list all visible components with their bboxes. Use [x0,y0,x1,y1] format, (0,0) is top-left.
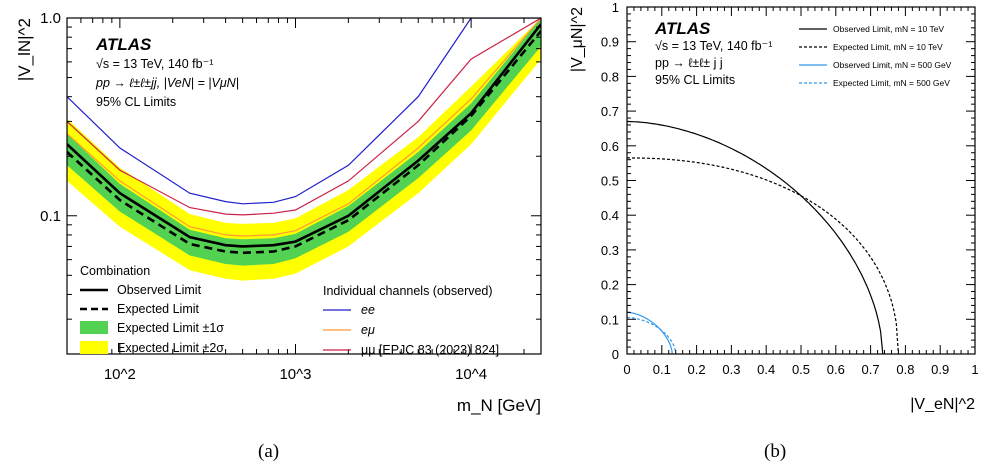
legend-label-b-0: Observed Limit, mN = 10 TeV [833,24,944,34]
x-tick-label-b: 0.3 [722,362,740,377]
panel-a-process-label: pp → ℓ±ℓ±jj, |VeN| = |VμN| [95,76,239,90]
x-tick-label-b: 0.5 [792,362,810,377]
x-tick-label-b: 0.8 [896,362,914,377]
series-ee-line [67,18,541,205]
series-mumu-line [67,18,541,216]
legend-ee-label: ee [361,303,375,317]
legend-emu-label: eμ [361,323,375,337]
y-tick-label-a: 1.0 [40,10,61,27]
series-emu-line [67,18,541,237]
band-2sigma [67,18,541,281]
legend-label-b-2: Observed Limit, mN = 500 GeV [833,60,952,70]
legend-mumu-label: μμ [EPJC 83 (2023) 824] [361,343,499,357]
x-tick-label-b: 0.9 [931,362,949,377]
panel-b-process-label: pp → ℓ±ℓ± j j [655,56,723,70]
limit-curve-2 [627,311,673,354]
band-1sigma [67,18,541,266]
legend-band2-swatch [80,341,108,354]
x-tick-label-b: 1 [971,362,978,377]
panel-b-energy-label: √s = 13 TeV, 140 fb⁻¹ [655,39,772,53]
x-tick-label-b: 0.2 [688,362,706,377]
panel-a: 10^2 10^3 10^4 0.1 1.0 ATLAS √s = 13 TeV, 14… [15,10,542,415]
panel-a-caption: (a) [258,441,280,462]
x-tick-label-b: 0.6 [827,362,845,377]
panel-a-y-axis-label: |V_lN|^2 [15,18,34,81]
y-tick-label-b: 0.5 [601,174,619,189]
observed-limit-line [67,23,541,248]
legend-label-b-1: Expected Limit, mN = 10 TeV [833,42,943,52]
y-tick-label-b: 0.9 [601,35,619,50]
panel-a-cl-label: 95% CL Limits [96,95,176,109]
panel-b-x-axis-label: |V_eN|^2 [910,396,975,413]
y-tick-label-b: 0.4 [601,208,619,223]
x-tick-label-b: 0 [623,362,630,377]
panel-b: 0 0.1 0.2 0.3 0.4 0.5 0.6 0.7 0.8 0.9 1 0 0.1 0.2 0.3 0… [569,0,979,413]
panel-a-frame [66,17,542,355]
legend-label-b-3: Expected Limit, mN = 500 GeV [833,78,950,88]
y-tick-label-b: 0.3 [601,243,619,258]
legend-band1-swatch [80,321,108,334]
limit-curve-0 [627,120,884,354]
panel-b-cl-label: 95% CL Limits [655,73,735,87]
panel-b-caption: (b) [764,441,787,462]
legend-combination-title: Combination [80,264,150,278]
legend-band2-label: Expected Limit ±2σ [117,341,224,355]
panel-a-energy-label: √s = 13 TeV, 140 fb⁻¹ [96,57,213,71]
limit-curve-1 [627,157,899,354]
y-tick-label-b: 0 [612,347,619,362]
y-tick-label-b: 0.6 [601,139,619,154]
limit-curve-3 [627,317,677,354]
panel-b-atlas-label: ATLAS [654,19,711,38]
expected-limit-line [67,30,541,255]
x-tick-label-b: 0.1 [653,362,671,377]
x-tick-label-a: 10^2 [104,366,136,383]
panel-a-atlas-label: ATLAS [95,35,152,54]
x-tick-label-b: 0.7 [862,362,880,377]
legend-expected-label: Expected Limit [117,302,200,316]
y-tick-label-b: 0.8 [601,69,619,84]
y-tick-label-b: 0.7 [601,104,619,119]
x-tick-label-a: 10^4 [455,366,487,383]
panel-a-x-axis-label: m_N [GeV] [457,396,541,415]
legend-observed-label: Observed Limit [117,283,202,297]
legend-band1-label: Expected Limit ±1σ [117,321,224,335]
legend-channels-title: Individual channels (observed) [323,284,493,298]
y-tick-label-b: 0.2 [601,278,619,293]
panel-b-y-axis-label: |V_μN|^2 [569,7,586,72]
y-tick-label-b: 0.1 [601,312,619,327]
y-tick-label-a: 0.1 [40,208,61,225]
x-tick-label-a: 10^3 [279,366,311,383]
x-tick-label-b: 0.4 [757,362,775,377]
y-tick-label-b: 1 [612,0,619,15]
